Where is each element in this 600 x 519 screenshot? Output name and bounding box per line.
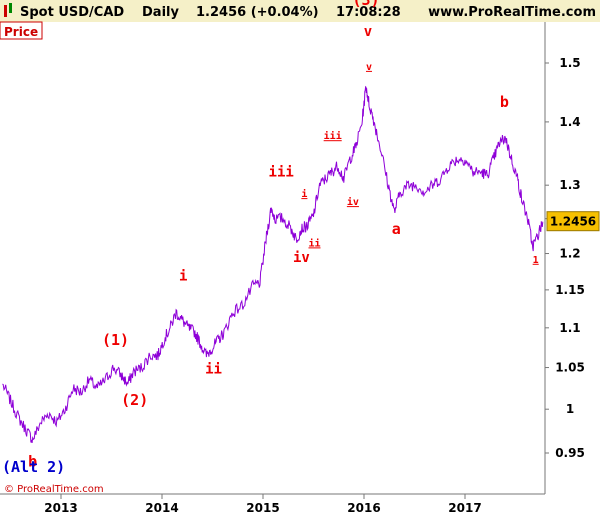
wave-label: i	[301, 188, 307, 200]
last-price-value: 1.2456	[550, 215, 596, 229]
wave-label: ii	[308, 237, 320, 249]
candle-icon	[9, 3, 12, 13]
y-tick-label: 1	[566, 402, 574, 416]
alt-count-label: (Alt 2)	[2, 458, 65, 476]
clock-time: 17:08:28	[336, 5, 401, 20]
price-tab-label: Price	[4, 25, 38, 39]
y-tick-label: 1.15	[555, 283, 585, 297]
wave-label: iv	[347, 196, 359, 208]
wave-label: 1	[533, 255, 539, 266]
x-axis: 2013 2014 2015 2016 2017	[44, 494, 482, 515]
wave-label: a	[392, 220, 401, 238]
x-tick-label: 2015	[246, 501, 279, 515]
series-line	[2, 85, 544, 443]
y-tick-label: 1.2	[559, 247, 580, 261]
header-bar	[0, 0, 600, 22]
last-change: 1.2456 (+0.04%)	[196, 5, 319, 20]
wave-label: (3)	[352, 0, 379, 9]
wave-label: iii	[324, 130, 342, 142]
copyright-text: © ProRealTime.com	[4, 484, 104, 495]
wave-label: iii	[269, 165, 294, 181]
y-tick-label: 1.5	[559, 56, 580, 70]
wave-label: b	[28, 453, 37, 471]
wave-label: v	[366, 62, 372, 73]
symbol-name: Spot USD/CAD	[20, 5, 124, 20]
x-tick-label: 2014	[145, 501, 178, 515]
y-tick-label: 1.05	[555, 361, 585, 375]
wave-label: i	[179, 268, 187, 284]
y-tick-label: 1.3	[559, 178, 580, 192]
wave-label: (2)	[121, 391, 148, 409]
candle-icon	[4, 5, 7, 17]
wave-label: v	[364, 24, 372, 40]
x-tick-label: 2013	[44, 501, 77, 515]
wave-label: ii	[205, 361, 222, 377]
x-tick-label: 2017	[448, 501, 481, 515]
wave-label: b	[500, 93, 509, 111]
price-tab[interactable]	[0, 21, 43, 40]
x-tick-label: 2016	[347, 501, 380, 515]
y-tick-label: 0.95	[555, 446, 585, 460]
wave-label: iv	[293, 250, 310, 266]
site-link[interactable]: www.ProRealTime.com	[428, 5, 596, 20]
period-label: Daily	[142, 5, 179, 20]
y-tick-label: 1.4	[559, 115, 580, 129]
wave-label: (1)	[102, 331, 129, 349]
y-tick-label: 1.1	[559, 321, 580, 335]
last-price-tag: 1.2456	[546, 211, 600, 232]
